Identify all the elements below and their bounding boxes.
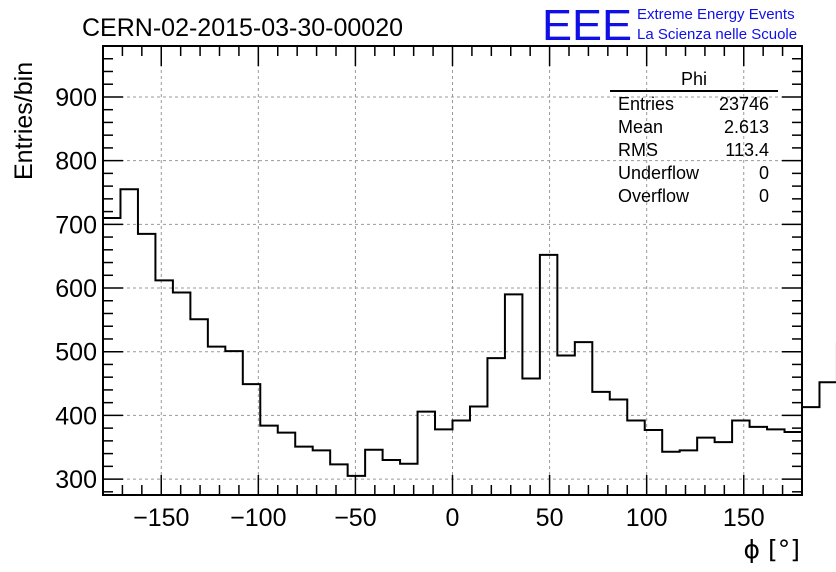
x-tick-label: −150 xyxy=(133,504,189,532)
axis-ticks xyxy=(102,45,803,495)
y-tick-label: 300 xyxy=(55,466,97,494)
stats-box: Phi Entries 23746 Mean 2.613 RMS 113.4 U… xyxy=(610,69,778,206)
stats-label-rms: RMS xyxy=(618,140,658,160)
eee-logo-line2: La Scienza nelle Scuole xyxy=(637,26,797,43)
stats-value-entries: 23746 xyxy=(719,94,769,114)
stats-value-mean: 2.613 xyxy=(724,117,769,137)
stats-value-underflow: 0 xyxy=(759,163,769,183)
y-axis-title: Entries/bin xyxy=(10,62,38,180)
x-tick-labels: −150 −100 −50 0 50 100 150 xyxy=(133,504,765,532)
y-tick-label: 400 xyxy=(55,402,97,430)
y-tick-labels: 300 400 500 600 700 800 900 xyxy=(55,84,97,494)
stats-name: Phi xyxy=(681,69,707,89)
eee-logo: EEE Extreme Energy Events La Scienza nel… xyxy=(542,1,797,50)
y-tick-label: 800 xyxy=(55,148,97,176)
y-tick-label: 500 xyxy=(55,339,97,367)
x-tick-label: 50 xyxy=(536,504,564,532)
stats-value-overflow: 0 xyxy=(759,186,769,206)
x-tick-label: 0 xyxy=(446,504,460,532)
stats-label-entries: Entries xyxy=(618,94,674,114)
x-tick-label: −100 xyxy=(230,504,286,532)
y-tick-label: 900 xyxy=(55,84,97,112)
eee-logo-line1: Extreme Energy Events xyxy=(637,6,795,23)
histogram-outline xyxy=(103,188,836,477)
eee-logo-mark: EEE xyxy=(542,1,632,50)
x-tick-label: −50 xyxy=(334,504,376,532)
y-tick-label: 600 xyxy=(55,275,97,303)
x-tick-label: 100 xyxy=(626,504,668,532)
stats-label-mean: Mean xyxy=(618,117,663,137)
x-axis-title: ϕ [°] xyxy=(744,535,800,564)
stats-label-underflow: Underflow xyxy=(618,163,700,183)
stats-label-overflow: Overflow xyxy=(618,186,690,206)
chart-title: CERN-02-2015-03-30-00020 xyxy=(82,14,403,42)
x-tick-label: 150 xyxy=(723,504,765,532)
grid xyxy=(103,46,802,495)
stats-value-rms: 113.4 xyxy=(725,140,769,160)
y-tick-label: 700 xyxy=(55,211,97,239)
